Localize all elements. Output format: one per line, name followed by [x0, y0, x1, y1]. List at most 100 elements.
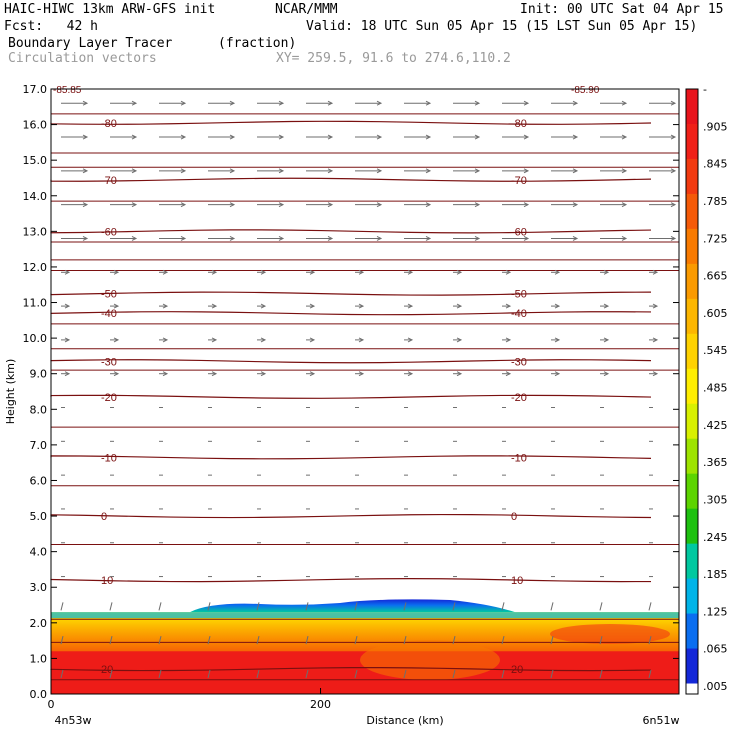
tracer-lobe-right [550, 624, 670, 644]
vector-arrow [599, 602, 603, 611]
contour-label: -10 [101, 452, 117, 464]
vectors-label: Circulation vectors [8, 51, 157, 66]
vector-arrow [599, 669, 603, 679]
colorbar-label: .845 [703, 158, 728, 171]
vector-arrowhead [180, 134, 187, 140]
vector-arrowhead [180, 236, 187, 241]
vector-arrowhead [82, 236, 89, 241]
vector-arrowhead [554, 269, 561, 275]
vector-arrowhead [358, 337, 365, 343]
valid-time: Valid: 18 UTC Sun 05 Apr 15 (15 LST Sun … [306, 19, 698, 34]
y-tick-label: 7.0 [30, 439, 48, 452]
vector-arrowhead [456, 337, 463, 343]
contour-line [50, 394, 652, 399]
colorbar-label: .785 [703, 195, 728, 208]
vector-arrowhead [131, 134, 138, 140]
vector-arrowhead [603, 337, 610, 343]
vector-arrowhead [376, 100, 383, 106]
vector-arrow [109, 669, 113, 679]
contour-line [50, 177, 652, 182]
contour-label: -40 [511, 308, 527, 320]
contour-label: -50 [101, 289, 117, 301]
colorbar-swatch [686, 193, 698, 230]
vector-arrowhead [278, 100, 285, 106]
contour-label: -20 [101, 392, 117, 404]
vector-arrowhead [523, 236, 530, 241]
vector-arrowhead [260, 371, 267, 377]
vector-arrowhead [82, 168, 89, 174]
model-title: HAIC-HIWC 13km ARW-GFS init [4, 2, 216, 17]
vector-arrowhead [278, 236, 285, 241]
vector-arrow [403, 636, 407, 645]
contour-label-top: -85.85 [53, 85, 82, 96]
vector-arrowhead [425, 202, 432, 208]
contour-line [50, 120, 652, 125]
vector-arrowhead [82, 100, 89, 106]
vector-arrowhead [162, 303, 169, 309]
vector-arrowhead [113, 371, 120, 377]
colorbar-label: .125 [703, 605, 728, 618]
plot-background [51, 89, 679, 694]
vector-arrow [354, 602, 358, 611]
vector-arrowhead [603, 371, 610, 377]
contour-label: -50 [511, 289, 527, 301]
vector-arrowhead [113, 269, 120, 275]
plot-frame [50, 88, 680, 695]
y-tick-label: 10.0 [23, 332, 48, 345]
vector-arrowhead [162, 337, 169, 343]
vector-arrowhead [670, 168, 677, 174]
contour-label: 0 [101, 511, 107, 523]
vector-arrow [60, 669, 64, 679]
vector-arrowhead [456, 371, 463, 377]
y-tick-label: 13.0 [23, 225, 48, 238]
contour-label: -70 [511, 175, 527, 187]
colorbar-swatch [686, 89, 698, 125]
vector-arrow [158, 669, 162, 679]
vector-arrowhead [474, 236, 481, 241]
vector-arrowhead [505, 303, 512, 309]
vector-arrow [60, 602, 64, 611]
vector-arrowhead [621, 134, 628, 140]
vector-arrowhead [425, 100, 432, 106]
vector-arrowhead [376, 168, 383, 174]
vector-arrowhead [425, 236, 432, 241]
contour-line [50, 311, 652, 316]
y-tick-label: 16.0 [23, 119, 48, 132]
vector-arrowhead [456, 303, 463, 309]
temperature-contours: -80 -80 -70 -70 -60 -60 -50 -50 -40 -40 -30 -30 -20 -… [50, 85, 679, 681]
y-tick-label: 5.0 [30, 510, 48, 523]
y-tick-label: 6.0 [30, 474, 48, 487]
x-tick-label: 0 [48, 698, 55, 711]
vector-arrow [403, 602, 407, 611]
vector-arrow [207, 636, 211, 645]
vector-arrow [452, 602, 456, 611]
vector-arrowhead [131, 202, 138, 208]
colorbar-swatch-min [686, 683, 698, 694]
vector-arrowhead [572, 236, 579, 241]
field-name: Boundary Layer Tracer [8, 36, 173, 51]
field-units: (fraction) [218, 36, 297, 51]
colorbar-frame [685, 88, 699, 695]
colorbar-label: - [703, 83, 707, 96]
colorbar-label: .605 [703, 307, 728, 320]
vector-arrowhead [229, 100, 236, 106]
vector-arrowhead [162, 371, 169, 377]
vector-arrow [354, 669, 358, 679]
contour-label: -70 [101, 175, 117, 187]
vector-arrowhead [327, 134, 334, 140]
colorbar-swatch [686, 613, 698, 650]
vector-arrowhead [376, 134, 383, 140]
vector-arrowhead [327, 100, 334, 106]
contour-label: -40 [101, 308, 117, 320]
y-tick-label: 11.0 [23, 297, 48, 310]
colorbar-swatch [686, 228, 698, 265]
y-tick-label: 0.0 [30, 688, 48, 701]
colorbar-label: .305 [703, 493, 728, 506]
vector-arrow [648, 669, 652, 679]
y-tick-label: 2.0 [30, 617, 48, 630]
vector-arrowhead [523, 100, 530, 106]
vector-arrowhead [260, 269, 267, 275]
y-tick-label: 14.0 [23, 190, 48, 203]
colorbar-swatch [686, 158, 698, 195]
vector-arrowhead [327, 168, 334, 174]
